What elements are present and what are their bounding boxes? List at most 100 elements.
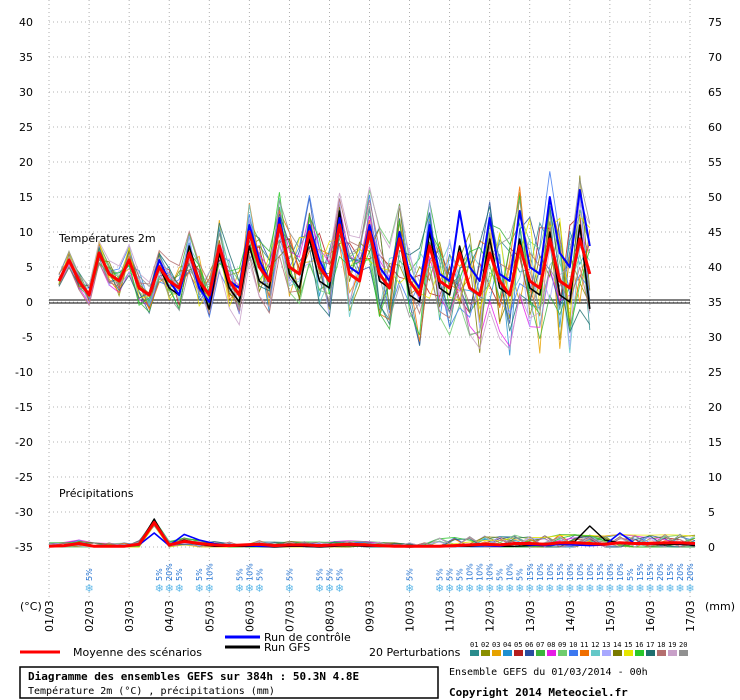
snowflake-icon: ❄ [545, 582, 554, 595]
title-box [19, 666, 439, 699]
snowflake-icon: ❄ [445, 582, 454, 595]
snow-probability-row: 5%❄5%❄20%❄5%❄5%❄10%❄5%❄10%❄5%❄5%❄5%❄5%❄5… [84, 563, 695, 595]
snowflake-icon: ❄ [555, 582, 564, 595]
legend: Moyenne des scénarios Run de contrôle Ru… [20, 631, 688, 659]
snowflake-icon: ❄ [595, 582, 604, 595]
perturbation-id: 05 [514, 641, 522, 649]
y-tick-label: 30 [19, 86, 33, 99]
y-tick-label: 25 [19, 121, 33, 134]
legend-control-label: Run de contrôle [264, 631, 351, 644]
snowflake-icon: ❄ [485, 582, 494, 595]
perturbation-swatch [591, 650, 600, 656]
snow-probability-label: 5% [406, 568, 415, 581]
snowflake-icon: ❄ [245, 582, 254, 595]
panel-temp-label: Températures 2m [58, 232, 156, 245]
y2-tick-label: 15 [708, 436, 722, 449]
snow-probability-label: 10% [506, 563, 515, 581]
perturbation-id: 13 [602, 641, 610, 649]
snow-probability-label: 10% [606, 563, 615, 581]
y2-tick-label: 40 [708, 261, 722, 274]
snowflake-icon: ❄ [175, 582, 184, 595]
precip-mean-line [48, 521, 696, 548]
snowflake-icon: ❄ [205, 582, 214, 595]
panel-precip-label: Précipitations [59, 487, 134, 500]
snowflake-icon: ❄ [475, 582, 484, 595]
y2-tick-label: 25 [708, 366, 722, 379]
x-tick-label: 09/03 [364, 600, 377, 632]
snow-probability-label: 15% [646, 563, 655, 581]
snowflake-icon: ❄ [235, 582, 244, 595]
snowflake-icon: ❄ [585, 582, 594, 595]
perturbation-swatch [679, 650, 688, 656]
perturbation-id: 18 [657, 641, 665, 649]
y-tick-label: 40 [19, 16, 33, 29]
perturbation-swatch [646, 650, 655, 656]
perturbation-id: 06 [525, 641, 533, 649]
x-tick-label: 01/03 [43, 600, 56, 632]
perturbation-line [58, 186, 591, 351]
snowflake-icon: ❄ [405, 582, 414, 595]
ensemble-run-label: Ensemble GEFS du 01/03/2014 - 00h [449, 667, 648, 678]
snowflake-icon: ❄ [165, 582, 174, 595]
perturbation-swatch [558, 650, 567, 656]
x-tick-label: 07/03 [283, 600, 296, 632]
chart-labels: Températures 2m Précipitations (°C) (mm) [20, 232, 735, 613]
x-tick-label: 15/03 [604, 600, 617, 632]
snow-probability-label: 5% [85, 568, 94, 581]
snow-probability-label: 5% [255, 568, 264, 581]
perturbation-id: 12 [591, 641, 599, 649]
snow-probability-label: 15% [596, 563, 605, 581]
snowflake-icon: ❄ [565, 582, 574, 595]
snow-probability-label: 5% [626, 568, 635, 581]
left-axis-unit: (°C) [20, 600, 42, 613]
perturbation-swatch [525, 650, 534, 656]
perturbation-line [58, 201, 591, 339]
perturbation-swatch [613, 650, 622, 656]
snowflake-icon: ❄ [495, 582, 504, 595]
snow-probability-label: 10% [476, 563, 485, 581]
perturbation-swatch [514, 650, 523, 656]
y2-tick-label: 70 [708, 51, 722, 64]
perturbation-line [58, 215, 591, 318]
snowflake-icon: ❄ [465, 582, 474, 595]
snowflake-icon: ❄ [635, 582, 644, 595]
x-tick-label: 14/03 [564, 600, 577, 632]
y2-tick-label: 50 [708, 191, 722, 204]
snow-probability-label: 10% [466, 563, 475, 581]
snowflake-icon: ❄ [655, 582, 664, 595]
snowflake-icon: ❄ [645, 582, 654, 595]
snow-probability-label: 5% [175, 568, 184, 581]
perturbation-id: 11 [580, 641, 588, 649]
x-tick-label: 13/03 [524, 600, 537, 632]
snow-probability-label: 20% [656, 563, 665, 581]
x-tick-label: 04/03 [163, 600, 176, 632]
perturbation-swatch [668, 650, 677, 656]
x-tick-label: 10/03 [404, 600, 417, 632]
snow-probability-label: 20% [676, 563, 685, 581]
x-tick-label: 17/03 [684, 600, 697, 632]
x-tick-label: 06/03 [243, 600, 256, 632]
snowflake-icon: ❄ [625, 582, 634, 595]
y-tick-label: -30 [15, 506, 33, 519]
y-tick-label: -20 [15, 436, 33, 449]
x-tick-label: 11/03 [444, 600, 457, 632]
perturbation-id: 19 [668, 641, 676, 649]
snowflake-icon: ❄ [285, 582, 294, 595]
snowflake-icon: ❄ [615, 582, 624, 595]
snowflake-icon: ❄ [515, 582, 524, 595]
y2-tick-label: 0 [708, 541, 715, 554]
snow-probability-label: 5% [496, 568, 505, 581]
perturbation-id: 04 [503, 641, 511, 649]
y2-tick-label: 20 [708, 401, 722, 414]
snow-probability-label: 5% [325, 568, 334, 581]
perturbation-id: 14 [613, 641, 621, 649]
perturbation-line [58, 186, 591, 342]
y2-tick-label: 10 [708, 471, 722, 484]
snowflake-icon: ❄ [665, 582, 674, 595]
snowflake-icon: ❄ [325, 582, 334, 595]
snow-probability-label: 5% [516, 568, 525, 581]
snowflake-icon: ❄ [255, 582, 264, 595]
snow-probability-label: 15% [666, 563, 675, 581]
y2-tick-label: 55 [708, 156, 722, 169]
